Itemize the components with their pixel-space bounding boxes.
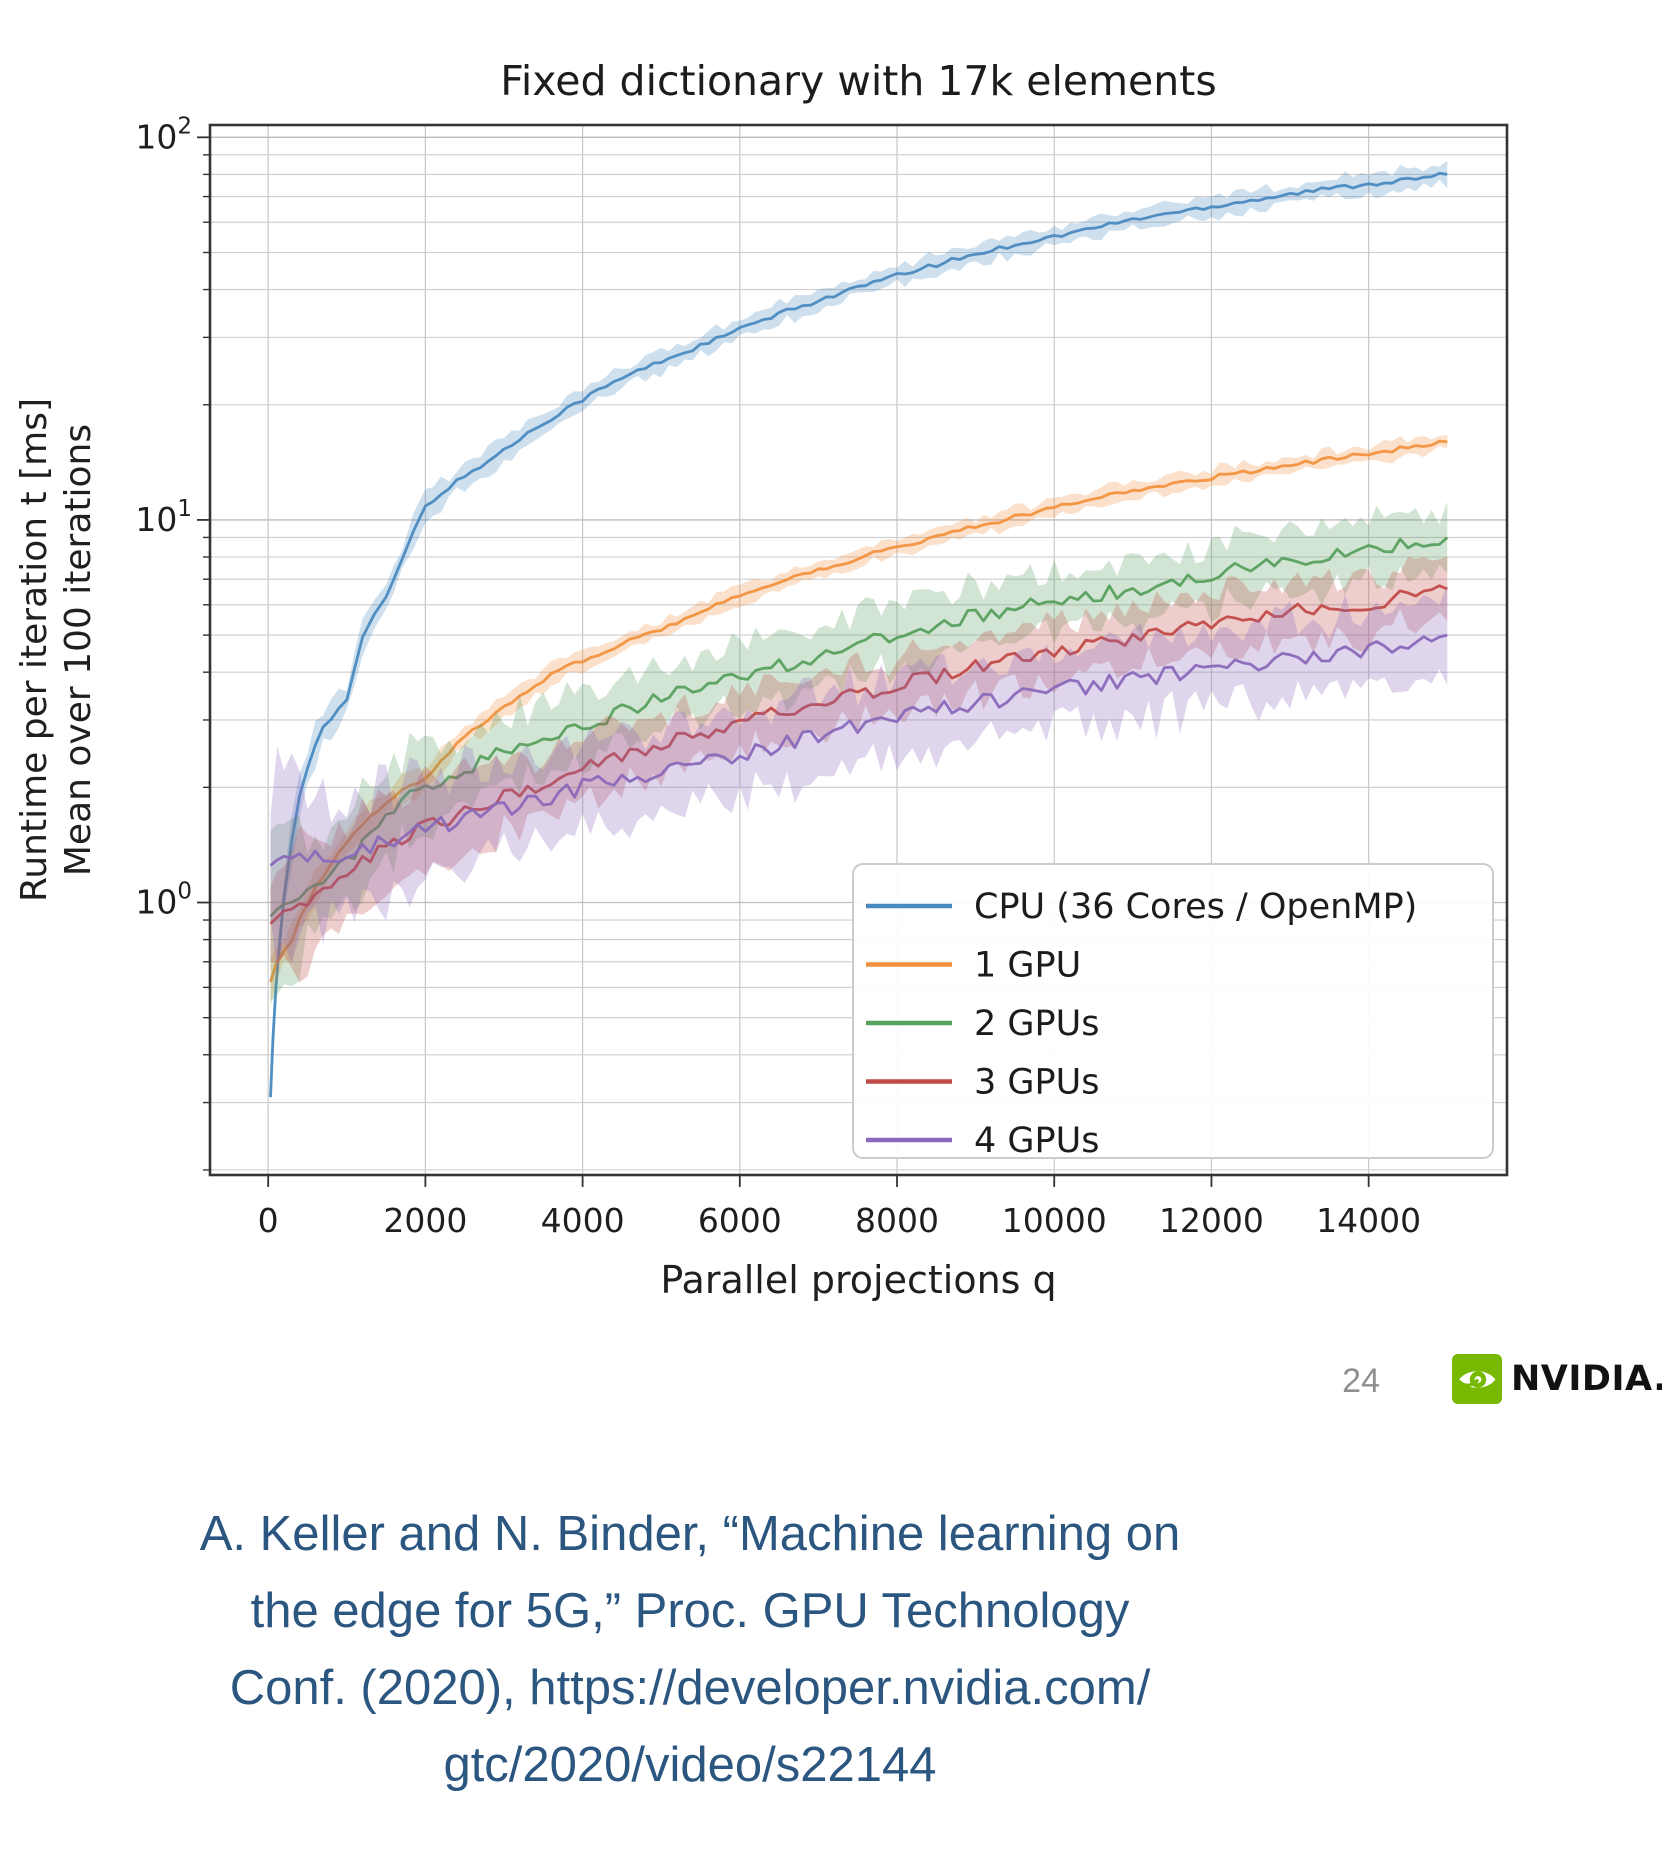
runtime-benchmark-figure: 0 2000 4000 6000 8000 10000 12000 14000 100 101 10… xyxy=(14,57,1509,1302)
x-tick-label: 0 xyxy=(258,1201,279,1240)
chart-spines xyxy=(208,123,1509,1177)
citation-line: the edge for 5G,” Proc. GPU Technology xyxy=(250,1584,1130,1638)
page-number: 24 xyxy=(1342,1362,1380,1400)
legend-item: 3 GPUs xyxy=(866,1063,1099,1103)
slide-footer: 24 NVIDIA. xyxy=(0,1348,1662,1418)
series-band-3 GPUs xyxy=(270,556,1448,983)
legend-label: 2 GPUs xyxy=(974,1004,1099,1044)
series-line-2 GPUs xyxy=(269,536,1449,918)
nvidia-eye-icon xyxy=(1452,1354,1502,1404)
series-line-3 GPUs xyxy=(269,584,1448,925)
chart-title: Fixed dictionary with 17k elements xyxy=(500,57,1216,105)
x-tick-label: 4000 xyxy=(541,1201,625,1240)
axis-ticks: 0 2000 4000 6000 8000 10000 12000 14000 100 101 10… xyxy=(135,113,1421,1240)
x-tick-label: 10000 xyxy=(1002,1201,1107,1240)
y-axis-label-line1: Runtime per iteration t [ms] xyxy=(14,398,55,902)
citation-line: A. Keller and N. Binder, “Machine learni… xyxy=(199,1507,1181,1561)
x-tick-label: 14000 xyxy=(1316,1201,1421,1240)
legend-item: 2 GPUs xyxy=(866,1004,1099,1044)
x-tick-label: 6000 xyxy=(698,1201,782,1240)
y-tick-label: 102 xyxy=(135,113,192,156)
legend-item: 4 GPUs xyxy=(866,1121,1099,1161)
legend-item: CPU (36 Cores / OpenMP) xyxy=(866,887,1417,927)
legend: CPU (36 Cores / OpenMP) 1 GPU 2 GPUs 3 GPUs… xyxy=(852,863,1494,1161)
legend-label: 1 GPU xyxy=(974,946,1081,986)
citation: A. Keller and N. Binder, “Machine learni… xyxy=(40,1496,1340,1804)
legend-label: CPU (36 Cores / OpenMP) xyxy=(974,887,1417,927)
x-tick-label: 2000 xyxy=(383,1201,467,1240)
series-line-CPU (36 Cores / OpenMP) xyxy=(269,171,1448,1098)
series-band-4 GPUs xyxy=(270,585,1448,974)
series-line-4 GPUs xyxy=(269,633,1448,867)
series-line-1 GPU xyxy=(269,439,1448,983)
y-tick-label: 100 xyxy=(135,879,192,922)
x-axis-label: Parallel projections q xyxy=(660,1258,1056,1302)
citation-line: gtc/2020/video/s22144 xyxy=(443,1738,937,1792)
nvidia-wordmark: NVIDIA. xyxy=(1511,1359,1662,1399)
x-tick-label: 12000 xyxy=(1159,1201,1264,1240)
nvidia-logo: NVIDIA. xyxy=(1452,1354,1662,1404)
citation-line: Conf. (2020), https://developer.nvidia.c… xyxy=(229,1661,1151,1715)
legend-label: 4 GPUs xyxy=(974,1121,1099,1161)
legend-item: 1 GPU xyxy=(866,946,1081,986)
series-band-1 GPU xyxy=(270,435,1448,1007)
legend-label: 3 GPUs xyxy=(974,1063,1099,1103)
y-tick-label: 101 xyxy=(135,496,192,539)
y-axis-label-line2: Mean over 100 iterations xyxy=(58,424,99,876)
runtime-chart: 0 2000 4000 6000 8000 10000 12000 14000 100 101 10… xyxy=(14,57,1509,1302)
x-tick-label: 8000 xyxy=(855,1201,939,1240)
